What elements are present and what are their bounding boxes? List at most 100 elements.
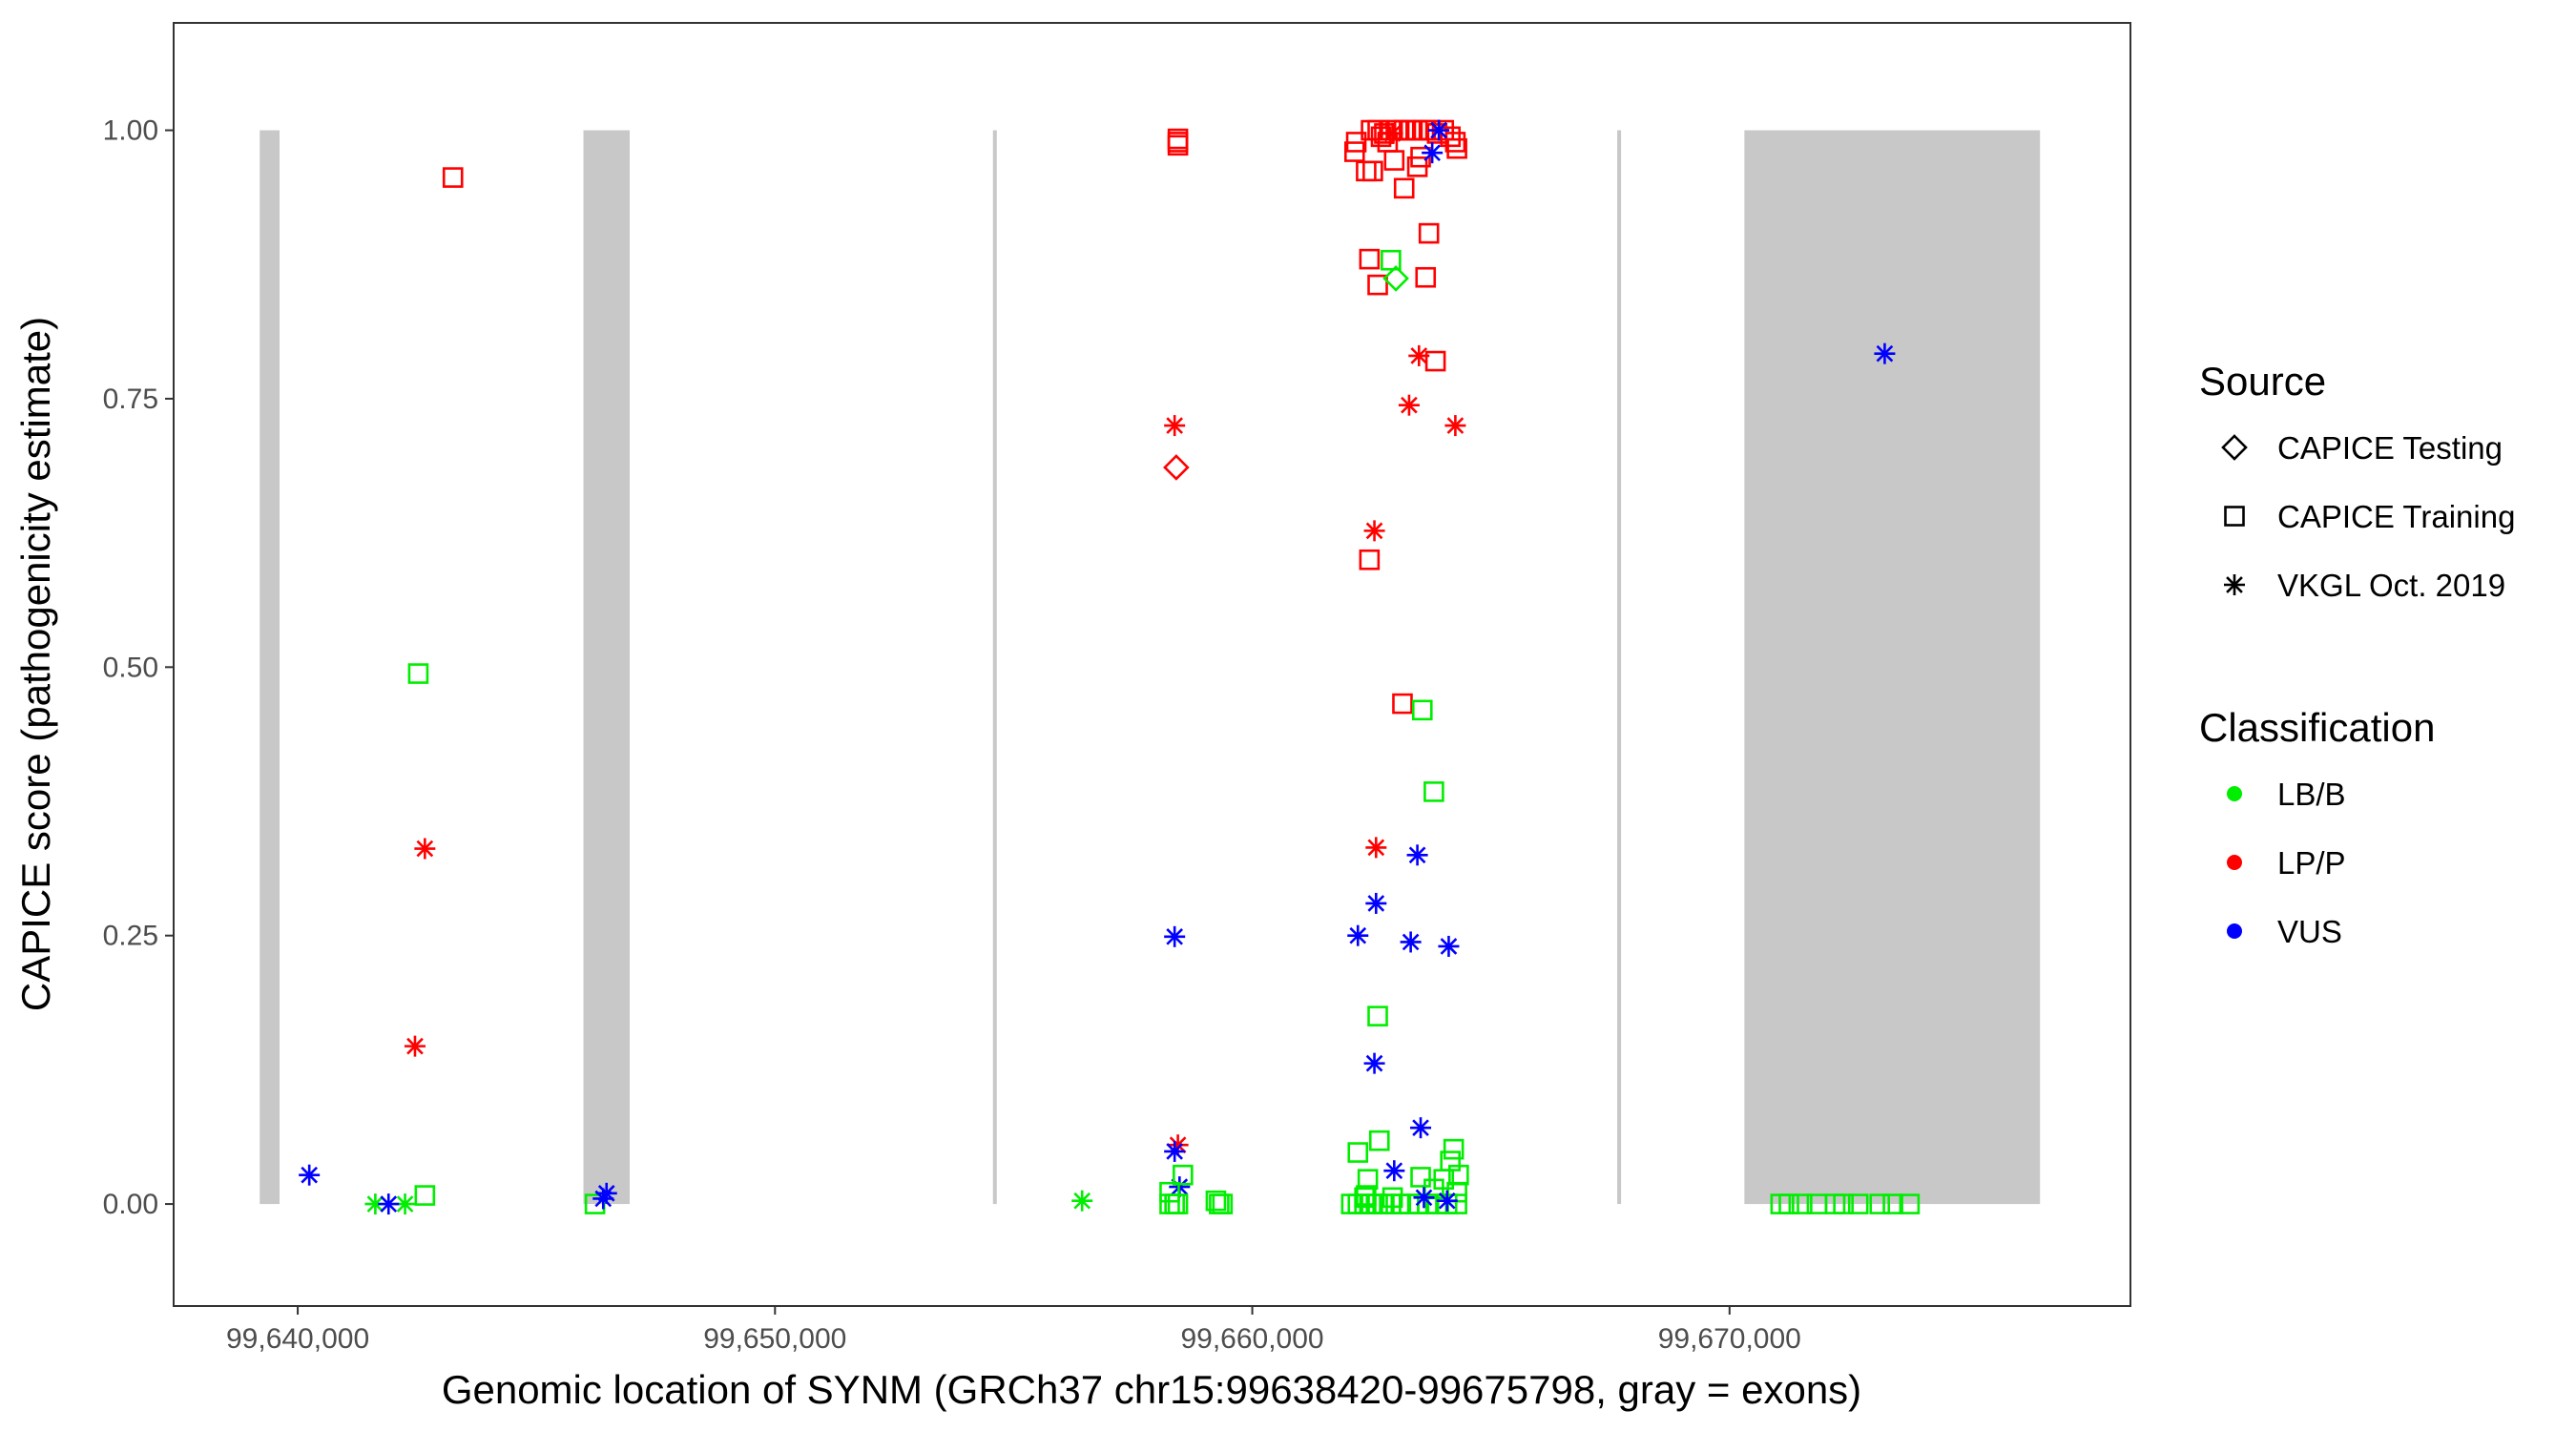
legend-title-source: Source [2199, 359, 2326, 404]
data-points [299, 119, 1921, 1215]
data-point [1408, 344, 1430, 366]
data-point [1205, 1190, 1227, 1212]
data-point [1365, 892, 1387, 914]
data-point [1167, 132, 1189, 153]
data-point [1383, 1160, 1405, 1182]
asterisk-stroke [416, 840, 434, 858]
data-point [1410, 1117, 1432, 1139]
data-point [1368, 1130, 1390, 1151]
data-point [1406, 844, 1428, 866]
data-point [1212, 1193, 1234, 1214]
asterisk-stroke [1423, 144, 1441, 162]
y-tick-label: 0.00 [103, 1189, 158, 1220]
asterisk-stroke [1415, 1189, 1433, 1207]
legend-key-dot-icon [2227, 786, 2242, 801]
data-point [1167, 1134, 1189, 1156]
x-tick-label: 99,640,000 [226, 1323, 369, 1355]
asterisk-stroke [1349, 926, 1367, 944]
exon-band [992, 130, 997, 1205]
asterisk-stroke [1365, 1054, 1383, 1072]
asterisk-stroke [1365, 522, 1383, 540]
asterisk-stroke [1166, 417, 1184, 434]
data-point [1071, 1190, 1093, 1212]
data-point [394, 1193, 416, 1215]
asterisk-stroke [1073, 1192, 1091, 1210]
data-point [1778, 1193, 1799, 1214]
data-point [442, 167, 464, 188]
asterisk-stroke [1385, 1162, 1403, 1180]
asterisk-stroke [597, 1184, 615, 1202]
asterisk-stroke [301, 1166, 319, 1184]
asterisk-stroke [1367, 895, 1385, 912]
data-point [1428, 119, 1450, 141]
y-tick-label: 0.25 [103, 921, 158, 952]
data-point [1363, 1052, 1385, 1074]
data-point [1444, 415, 1466, 437]
data-point [414, 1185, 436, 1206]
exon-bands [260, 130, 2041, 1205]
data-point [404, 1035, 426, 1057]
x-axis-title: Genomic location of SYNM (GRCh37 chr15:9… [442, 1367, 1861, 1412]
panel-border [173, 22, 2131, 1307]
data-point [1347, 1142, 1369, 1163]
data-point [1410, 1167, 1431, 1188]
y-tick-label: 0.50 [103, 652, 158, 683]
data-point [1847, 1193, 1869, 1214]
asterisk-stroke [2226, 576, 2243, 593]
legend: Source Classification CAPICE Testing CAPI… [2199, 359, 2515, 949]
data-point [414, 838, 436, 860]
asterisk-stroke [1438, 1192, 1456, 1210]
data-point [1398, 394, 1420, 416]
data-point [1413, 1187, 1435, 1209]
asterisk-stroke [1410, 347, 1428, 364]
data-point [378, 1193, 400, 1215]
asterisk-stroke [1430, 121, 1447, 139]
x-tick-label: 99,650,000 [703, 1323, 846, 1355]
legend-key-dot-icon [2227, 855, 2242, 870]
asterisk-stroke [1402, 933, 1420, 951]
asterisk-stroke [1876, 344, 1894, 363]
asterisk-stroke [1367, 839, 1385, 857]
legend-label-classification: LB/B [2277, 777, 2346, 812]
asterisk-stroke [396, 1195, 414, 1213]
data-point [595, 1182, 617, 1204]
data-point [1392, 693, 1413, 715]
legend-key-square-icon [2224, 506, 2245, 527]
data-point [1833, 1193, 1854, 1214]
data-point [1423, 781, 1444, 802]
data-point [1359, 248, 1381, 270]
x-tick-label: 99,660,000 [1180, 1323, 1323, 1355]
asterisk-stroke [1166, 1143, 1184, 1160]
asterisk-stroke [1401, 396, 1418, 414]
legend-label-source: VKGL Oct. 2019 [2277, 568, 2505, 603]
data-point [1415, 266, 1437, 288]
legend-key-asterisk-icon [2224, 574, 2245, 595]
legend-label-classification: LP/P [2277, 845, 2346, 881]
data-point [1418, 222, 1440, 244]
asterisk-stroke [366, 1195, 384, 1213]
data-point [1443, 1138, 1465, 1160]
data-point [1440, 126, 1462, 148]
data-point [1438, 935, 1460, 957]
data-point [1382, 265, 1409, 292]
data-point [407, 663, 429, 684]
legend-title-classification: Classification [2199, 705, 2435, 750]
data-point [1882, 1193, 1903, 1214]
data-point [1363, 520, 1385, 542]
data-point [1411, 699, 1433, 721]
data-point [1874, 342, 1896, 364]
x-axis: 99,640,000 99,650,000 99,660,000 99,670,000 [226, 1306, 1801, 1355]
data-point [1446, 137, 1467, 159]
asterisk-stroke [1166, 927, 1184, 945]
data-point [1159, 1181, 1180, 1203]
data-point [1381, 249, 1402, 271]
legend-key-diamond-icon [2221, 434, 2248, 461]
y-axis-title: CAPICE score (pathogenicity estimate) [13, 317, 58, 1011]
asterisk-stroke [406, 1037, 424, 1055]
asterisk-stroke [1412, 1119, 1429, 1137]
data-point [1164, 1140, 1186, 1162]
data-point [1400, 931, 1422, 953]
data-point [1422, 142, 1444, 164]
data-point [1365, 837, 1387, 859]
